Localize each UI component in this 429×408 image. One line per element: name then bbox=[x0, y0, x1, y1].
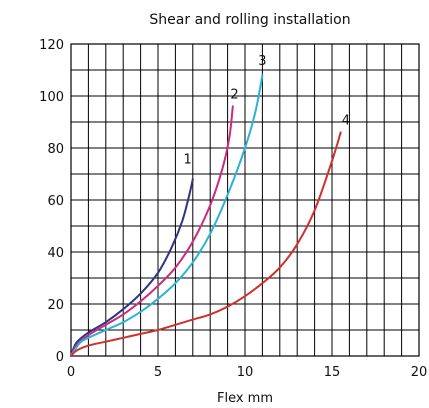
x-axis-label: Flex mm bbox=[217, 391, 273, 406]
y-tick-label: 60 bbox=[47, 194, 64, 209]
y-tick-label: 20 bbox=[47, 298, 64, 313]
x-tick-label: 20 bbox=[411, 365, 428, 380]
y-tick-label: 0 bbox=[56, 350, 64, 365]
y-tick-label: 40 bbox=[47, 246, 64, 261]
x-tick-label: 0 bbox=[67, 365, 75, 380]
chart-title: Shear and rolling installation bbox=[149, 12, 350, 28]
y-tick-label: 80 bbox=[47, 142, 64, 157]
x-tick-label: 5 bbox=[154, 365, 162, 380]
y-axis-ticks: 0 20 40 60 80 100 120 bbox=[39, 38, 64, 365]
x-tick-label: 15 bbox=[324, 365, 341, 380]
plot-frame bbox=[70, 43, 420, 357]
series-line-3 bbox=[70, 74, 264, 357]
y-tick-label: 100 bbox=[39, 90, 64, 105]
grid bbox=[71, 44, 419, 356]
series-label-4: 4 bbox=[342, 114, 350, 129]
series-label-2: 2 bbox=[230, 88, 238, 103]
y-tick-label: 120 bbox=[39, 38, 64, 53]
x-tick-label: 10 bbox=[237, 365, 254, 380]
x-axis-ticks: 0 5 10 15 20 bbox=[67, 365, 427, 380]
series-line-2 bbox=[70, 105, 234, 357]
series-line-4 bbox=[70, 131, 342, 357]
series-line-1 bbox=[70, 178, 194, 357]
series-label-3: 3 bbox=[258, 54, 266, 69]
series-label-1: 1 bbox=[183, 153, 191, 168]
series-group: 1 2 3 4 bbox=[70, 54, 350, 357]
